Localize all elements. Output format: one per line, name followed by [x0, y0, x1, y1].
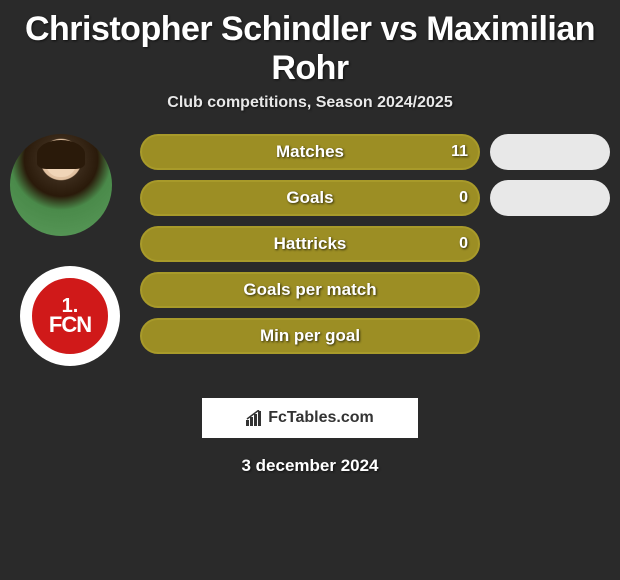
stat-label: Hattricks: [274, 234, 347, 254]
right-pill-empty: [490, 272, 610, 308]
stat-row: Matches 11: [140, 134, 480, 170]
stats-column: Matches 11 Goals 0 Hattricks 0 Goals per match…: [140, 134, 480, 364]
stat-value-left: 11: [451, 143, 468, 161]
subtitle: Club competitions, Season 2024/2025: [0, 94, 620, 112]
stat-row: Goals 0: [140, 180, 480, 216]
stat-label: Min per goal: [260, 326, 360, 346]
stat-row: Goals per match: [140, 272, 480, 308]
right-pill-empty: [490, 226, 610, 262]
watermark: FcTables.com: [246, 409, 374, 427]
stat-row: Min per goal: [140, 318, 480, 354]
stat-label: Matches: [276, 142, 344, 162]
club-badge-bottom: FCN: [49, 315, 91, 335]
date: 3 december 2024: [0, 456, 620, 476]
stat-value-left: 0: [459, 235, 468, 253]
page-title: Christopher Schindler vs Maximilian Rohr: [0, 0, 620, 94]
watermark-text: FcTables.com: [268, 409, 374, 427]
stat-row: Hattricks 0: [140, 226, 480, 262]
player-avatar: [10, 134, 112, 236]
right-pill: [490, 134, 610, 170]
chart-icon: [246, 410, 264, 426]
stat-label: Goals: [286, 188, 333, 208]
watermark-box: FcTables.com: [202, 398, 418, 438]
right-pill: [490, 180, 610, 216]
stat-value-left: 0: [459, 189, 468, 207]
club-badge: 1. FCN: [20, 266, 120, 366]
club-badge-inner: 1. FCN: [29, 275, 111, 357]
right-pill-empty: [490, 318, 610, 354]
stat-label: Goals per match: [243, 280, 376, 300]
right-pills-column: [490, 134, 610, 364]
